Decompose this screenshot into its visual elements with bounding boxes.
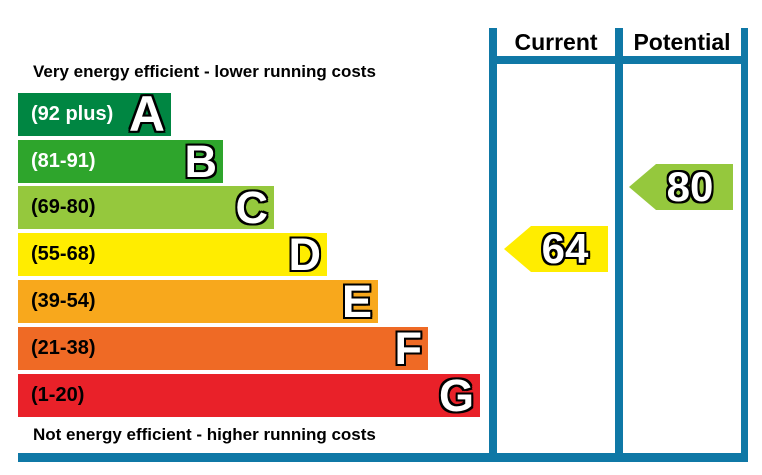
table-border-left (489, 28, 497, 462)
band-range-label: (21-38) (31, 337, 96, 359)
band-range-label: (92 plus) (31, 103, 114, 125)
band-range-label: (1-20) (31, 384, 85, 406)
band-range-label: (69-80) (31, 196, 96, 218)
band-letter: A (128, 86, 165, 142)
potential-rating-value: 80 (666, 163, 714, 210)
band-letter: G (438, 370, 474, 421)
potential-column-header: Potential (633, 29, 731, 55)
band: (39-54) E (18, 276, 378, 327)
band-letter: D (288, 229, 322, 280)
band-letter: B (184, 136, 218, 187)
band-letter: C (235, 182, 269, 233)
band-range-label: (39-54) (31, 290, 96, 312)
band-letter: F (394, 323, 423, 374)
table-border-right (741, 28, 748, 462)
current-column-header: Current (514, 29, 598, 55)
band: (1-20) G (18, 370, 480, 421)
band-range-label: (55-68) (31, 243, 96, 265)
current-rating-value: 64 (541, 225, 589, 272)
table-border-middle (615, 28, 623, 462)
band-range-label: (81-91) (31, 150, 96, 172)
bottom-caption: Not energy efficient - higher running co… (33, 425, 376, 444)
band: (92 plus) A (18, 86, 171, 142)
band: (55-68) D (18, 229, 327, 280)
top-caption: Very energy efficient - lower running co… (33, 62, 376, 81)
potential-rating-arrow: 80 (629, 164, 733, 210)
band: (69-80) C (18, 182, 274, 233)
band: (21-38) F (18, 323, 428, 374)
current-rating-arrow: 64 (504, 226, 608, 272)
band-letter: E (341, 276, 372, 327)
bottom-border (18, 453, 748, 462)
header-underline (489, 56, 748, 64)
band: (81-91) B (18, 136, 223, 187)
